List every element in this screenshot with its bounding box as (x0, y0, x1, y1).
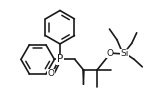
Text: Si: Si (120, 49, 128, 58)
Text: P: P (57, 54, 63, 64)
Text: O: O (106, 49, 113, 58)
Polygon shape (83, 70, 84, 85)
Text: O: O (47, 69, 54, 78)
